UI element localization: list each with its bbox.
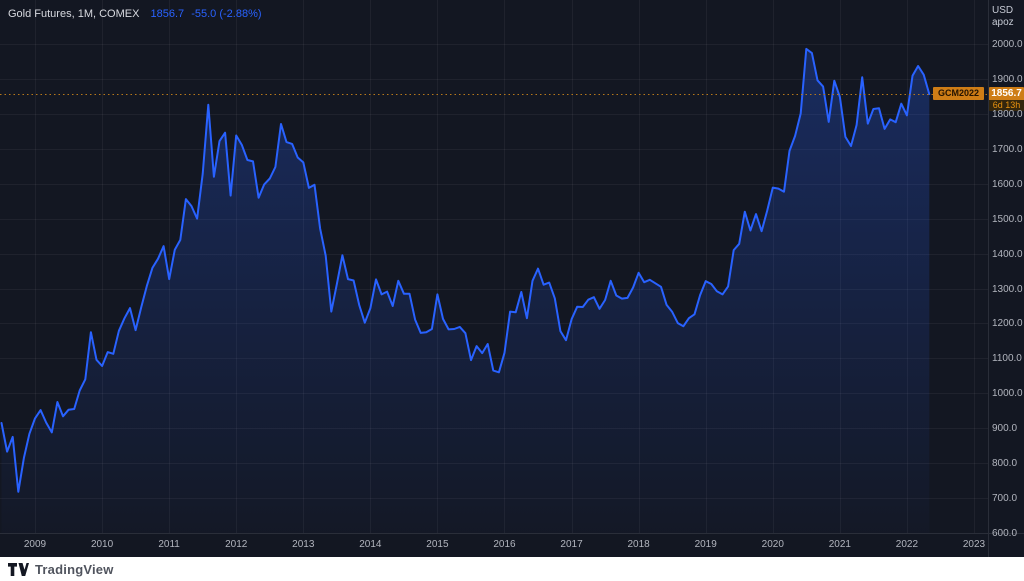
time-tick-label: 2018	[627, 539, 650, 550]
price-tick-label: 900.0	[992, 423, 1018, 435]
time-tick-label: 2019	[694, 539, 717, 550]
time-tick-label: 2014	[359, 539, 382, 550]
time-tick-label: 2009	[23, 539, 47, 550]
price-tick-label: 1200.0	[992, 318, 1023, 330]
price-tick-label: 1300.0	[992, 283, 1023, 295]
time-tick-label: 2017	[560, 539, 583, 550]
price-tick-label: 700.0	[992, 493, 1018, 505]
currency-label: USD	[992, 5, 1014, 16]
price-tick-label: 1700.0	[992, 143, 1023, 155]
price-tick-label: 1900.0	[992, 73, 1023, 85]
price-tick-label: 1400.0	[992, 248, 1023, 260]
contract-name-tag: GCM2022	[932, 87, 984, 101]
area-fill	[1, 48, 930, 533]
price-tick-label: 1500.0	[992, 213, 1023, 225]
time-tick-label: 2012	[225, 539, 248, 550]
time-tick-label: 2010	[90, 539, 114, 550]
price-tick-label: 1000.0	[992, 388, 1023, 400]
tradingview-logo-text[interactable]: TradingView	[35, 561, 114, 577]
legend-symbol-title[interactable]: Gold Futures, 1M, COMEX	[8, 8, 140, 20]
price-tick-label: 2000.0	[992, 39, 1023, 50]
price-tick-label: 1100.0	[992, 353, 1022, 365]
tradingview-logo-icon[interactable]	[8, 562, 29, 576]
price-tick-label: 800.0	[992, 458, 1018, 470]
time-tick-label: 2020	[761, 539, 784, 550]
time-tick-label: 2011	[158, 539, 180, 550]
price-line-series[interactable]	[0, 47, 931, 493]
time-axis[interactable]: 2009 2010 2011 2012 2013 2014 2015 2016 2017 2018…	[0, 534, 988, 557]
last-price-value: 1856.7	[989, 87, 1024, 101]
chart-legend[interactable]: Gold Futures, 1M, COMEX 1856.7 -55.0 (-2…	[8, 7, 266, 21]
unit-label: apoz	[992, 17, 1014, 28]
bar-countdown: 6d 13h	[989, 100, 1024, 112]
price-tick-label: 600.0	[992, 528, 1018, 539]
time-tick-label: 2022	[895, 539, 919, 550]
time-tick-label: 2016	[493, 539, 516, 550]
time-axis-separator	[0, 533, 1024, 534]
price-axis-separator	[988, 0, 989, 557]
time-tick-label: 2021	[828, 539, 851, 550]
footer-bar: TradingView	[0, 557, 1024, 581]
legend-last-price: 1856.7	[150, 8, 185, 20]
price-chart-pane[interactable]	[0, 0, 988, 533]
price-axis-unit: USD apoz	[992, 5, 1014, 29]
time-tick-label: 2023	[962, 539, 986, 550]
price-axis[interactable]: USD apoz 1856.7 6d 13h 2000.0 1900.0 1800.…	[989, 0, 1024, 539]
legend-quote-values: 1856.7 -55.0 (-2.88%)	[151, 8, 266, 20]
legend-change: -55.0 (-2.88%)	[191, 8, 262, 20]
time-tick-label: 2013	[292, 539, 315, 550]
price-tick-label: 1600.0	[992, 178, 1023, 190]
last-price-axis-label: 1856.7 6d 13h	[989, 87, 1024, 112]
time-tick-label: 2015	[426, 539, 449, 550]
price-tick-label: 1800.0	[992, 108, 1023, 120]
